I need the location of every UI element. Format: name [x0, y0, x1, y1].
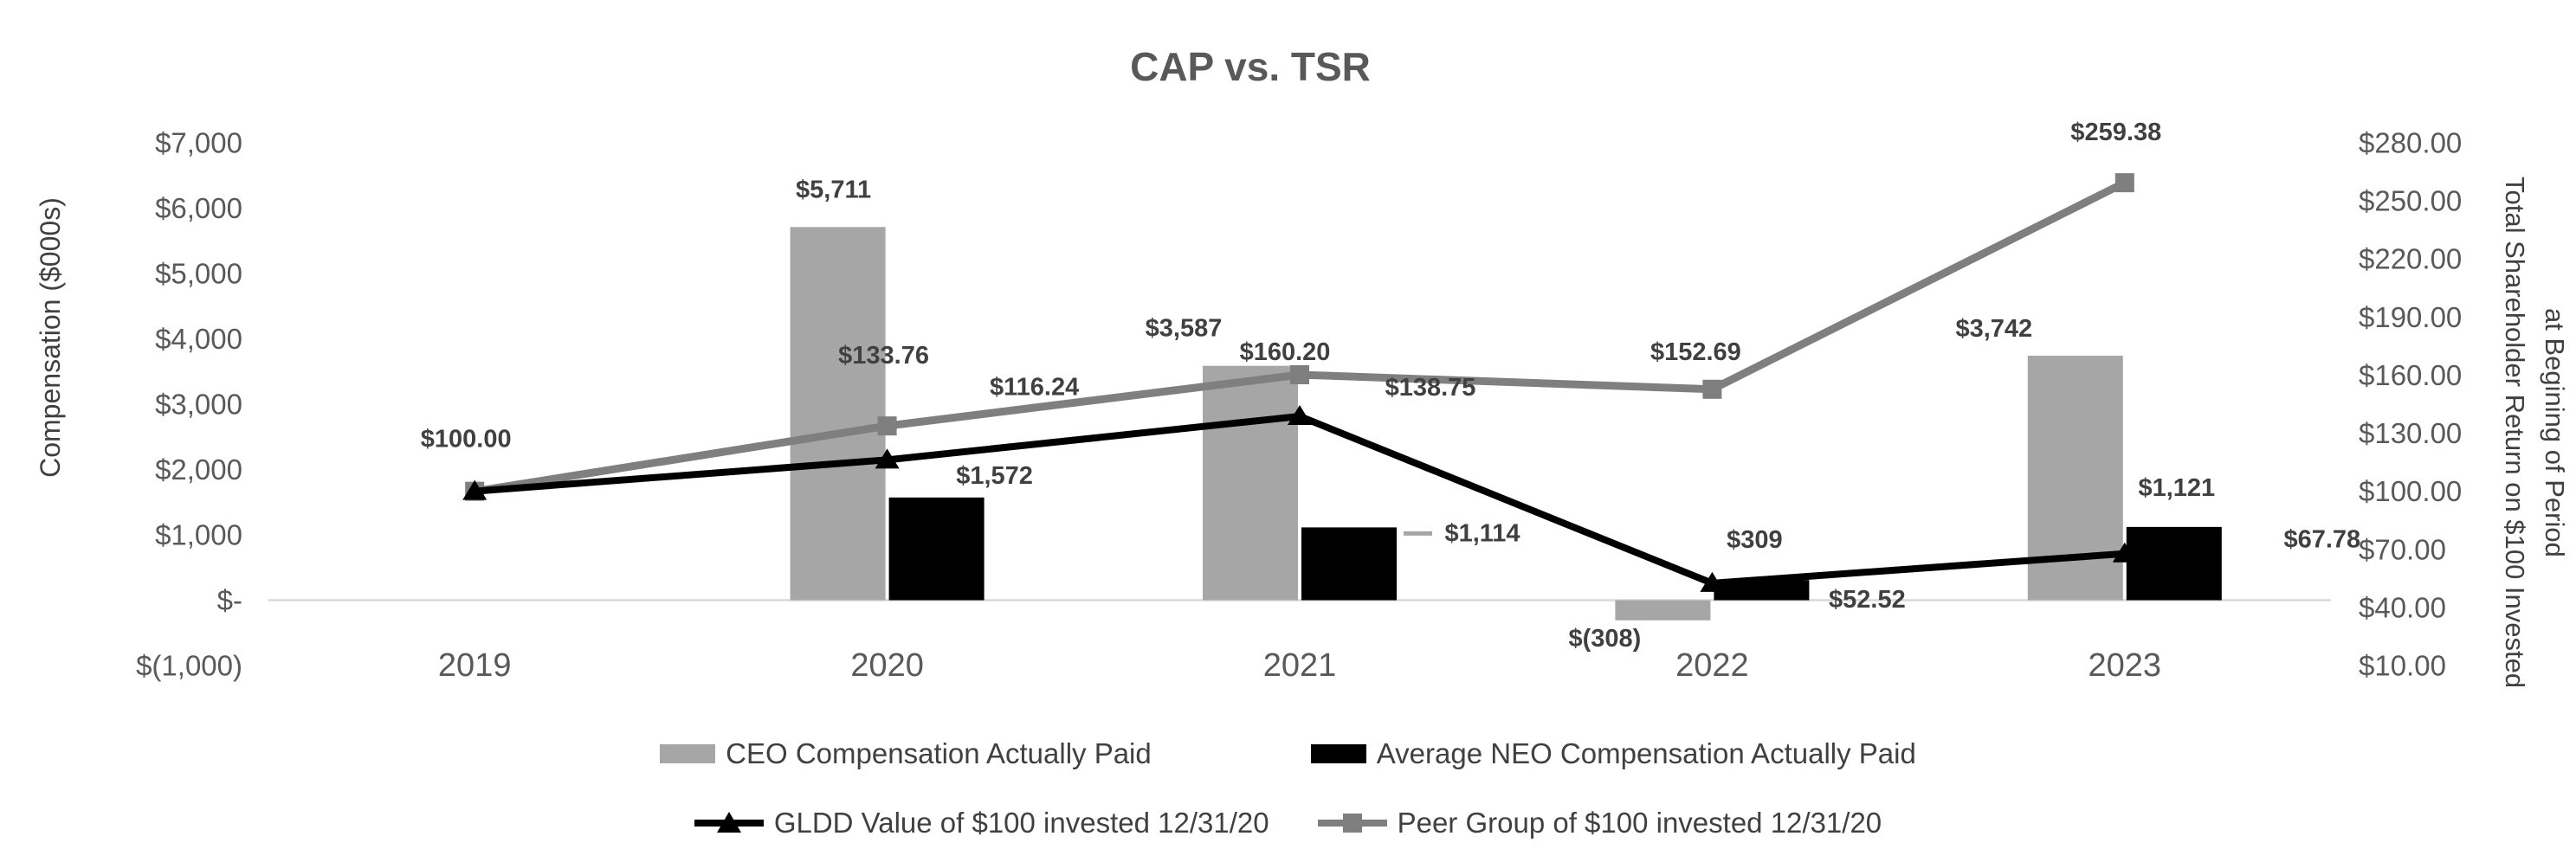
line-data-label: $160.20: [1240, 338, 1331, 366]
chart-title: CAP vs. TSR: [1130, 44, 1371, 89]
right-axis-tick-label: $190.00: [2359, 301, 2462, 333]
bar-neo-2020: [888, 497, 985, 601]
marker-triangle-2020: [875, 448, 900, 469]
category-label: 2021: [1263, 647, 1337, 684]
line-data-label: $259.38: [2070, 119, 2161, 146]
legend-item-peer-group-line: Peer Group of $100 invested 12/31/20: [1317, 807, 1882, 839]
category-label: 2023: [2089, 647, 2162, 684]
left-axis-tick-label: $5,000: [155, 258, 242, 290]
bar-data-label: $1,121: [2138, 474, 2215, 502]
right-axis-tick-label: $130.00: [2359, 417, 2462, 449]
left-axis-tick-label: $4,000: [155, 323, 242, 355]
legend-item-neo-compensation: Average NEO Compensation Actually Paid: [1310, 737, 1916, 770]
bar-neo-2023: [2126, 526, 2222, 601]
legend-swatch-neo-bar: [1310, 744, 1366, 763]
bar-data-label: $(308): [1568, 625, 1641, 653]
left-axis-tick-label: $6,000: [155, 192, 242, 224]
legend-swatch-ceo-bar: [660, 744, 716, 763]
bar-data-label: $1,114: [1444, 519, 1520, 547]
bar-neo-2021: [1301, 527, 1397, 601]
legend-item-ceo-compensation: CEO Compensation Actually Paid: [660, 737, 1152, 770]
right-axis-tick-label: $220.00: [2359, 243, 2462, 275]
bar-ceo-2021: [1203, 365, 1298, 601]
legend-label-peer-group-line: Peer Group of $100 invested 12/31/20: [1397, 807, 1882, 839]
square-marker-icon: [1342, 814, 1362, 833]
legend-label-gldd-line: GLDD Value of $100 invested 12/31/20: [773, 807, 1269, 839]
legend-swatch-peer-line: [1317, 812, 1387, 834]
marker-square-2022: [1702, 379, 1722, 399]
marker-square-2023: [2114, 173, 2134, 193]
chart-legend-row-2: GLDD Value of $100 invested 12/31/20 Pee…: [0, 807, 2576, 839]
category-label: 2019: [438, 647, 512, 684]
cap-vs-tsr-chart: $7,000 $6,000 $5,000 $4,000 $3,000 $2,000 $1,0…: [136, 119, 2462, 684]
bar-data-label: $3,587: [1146, 315, 1223, 343]
marker-triangle-2022: [1700, 571, 1725, 592]
legend-label-ceo-compensation: CEO Compensation Actually Paid: [726, 737, 1152, 769]
marker-square-2021: [1290, 364, 1309, 384]
bar-ceo-2020: [790, 227, 886, 601]
right-axis-tick-label: $100.00: [2359, 475, 2462, 507]
bar-ceo-2023: [2027, 355, 2123, 601]
bar-data-label: $3,742: [1955, 315, 2032, 343]
line-data-label: $67.78: [2283, 526, 2360, 554]
right-axis-tick-label: $160.00: [2359, 359, 2462, 391]
right-axis-tick-label: $280.00: [2359, 127, 2462, 159]
category-label: 2020: [850, 647, 924, 684]
line-data-label: $152.69: [1650, 338, 1741, 366]
left-axis-title: Compensation ($000s): [35, 197, 66, 478]
marker-square-2020: [877, 416, 897, 436]
left-axis-tick-label: $7,000: [155, 127, 242, 159]
line-data-label: $133.76: [838, 342, 929, 370]
legend-swatch-gldd-line: [694, 812, 764, 834]
marker-triangle-2023: [2112, 542, 2137, 563]
legend-label-neo-compensation: Average NEO Compensation Actually Paid: [1376, 737, 1916, 769]
bar-ceo-2022: [1615, 600, 1711, 621]
line-data-label: $138.75: [1385, 374, 1476, 402]
marker-triangle-2021: [1288, 404, 1312, 425]
right-axis-title-line1: Total Shareholder Return on $100 Investe…: [2500, 177, 2530, 689]
left-axis-tick-label: $-: [217, 584, 242, 616]
right-axis-tick-label: $40.00: [2359, 591, 2446, 623]
right-axis-tick-label: $10.00: [2359, 650, 2446, 682]
left-axis-tick-label: $3,000: [155, 389, 242, 421]
bar-data-label: $309: [1727, 526, 1783, 554]
line-peer: [474, 179, 2127, 496]
right-axis-title: Total Shareholder Return on $100 Investe…: [2495, 130, 2574, 736]
right-axis-tick-label: $250.00: [2359, 185, 2462, 217]
bar-data-label: $1,572: [956, 462, 1033, 490]
category-label: 2022: [1675, 647, 1749, 684]
triangle-marker-icon: [716, 812, 741, 833]
line-data-label: $52.52: [1829, 586, 1906, 614]
left-axis-tick-label: $1,000: [155, 519, 242, 551]
marker-triangle-2019: [462, 479, 487, 500]
chart-legend-row-1: CEO Compensation Actually Paid Average N…: [0, 737, 2576, 770]
bar-neo-2022: [1714, 580, 1810, 601]
right-axis-tick-label: $70.00: [2359, 533, 2446, 565]
left-axis-tick-label: $2,000: [155, 454, 242, 486]
line-data-label: $100.00: [421, 426, 512, 454]
line-data-label: $116.24: [990, 373, 1079, 401]
left-axis-tick-label: $(1,000): [136, 650, 242, 682]
line-gldd: [474, 412, 2126, 587]
legend-item-gldd-line: GLDD Value of $100 invested 12/31/20: [694, 807, 1269, 839]
bar-data-label: $5,711: [796, 176, 871, 203]
right-axis-title-line2: at Begining of Period: [2540, 308, 2570, 557]
